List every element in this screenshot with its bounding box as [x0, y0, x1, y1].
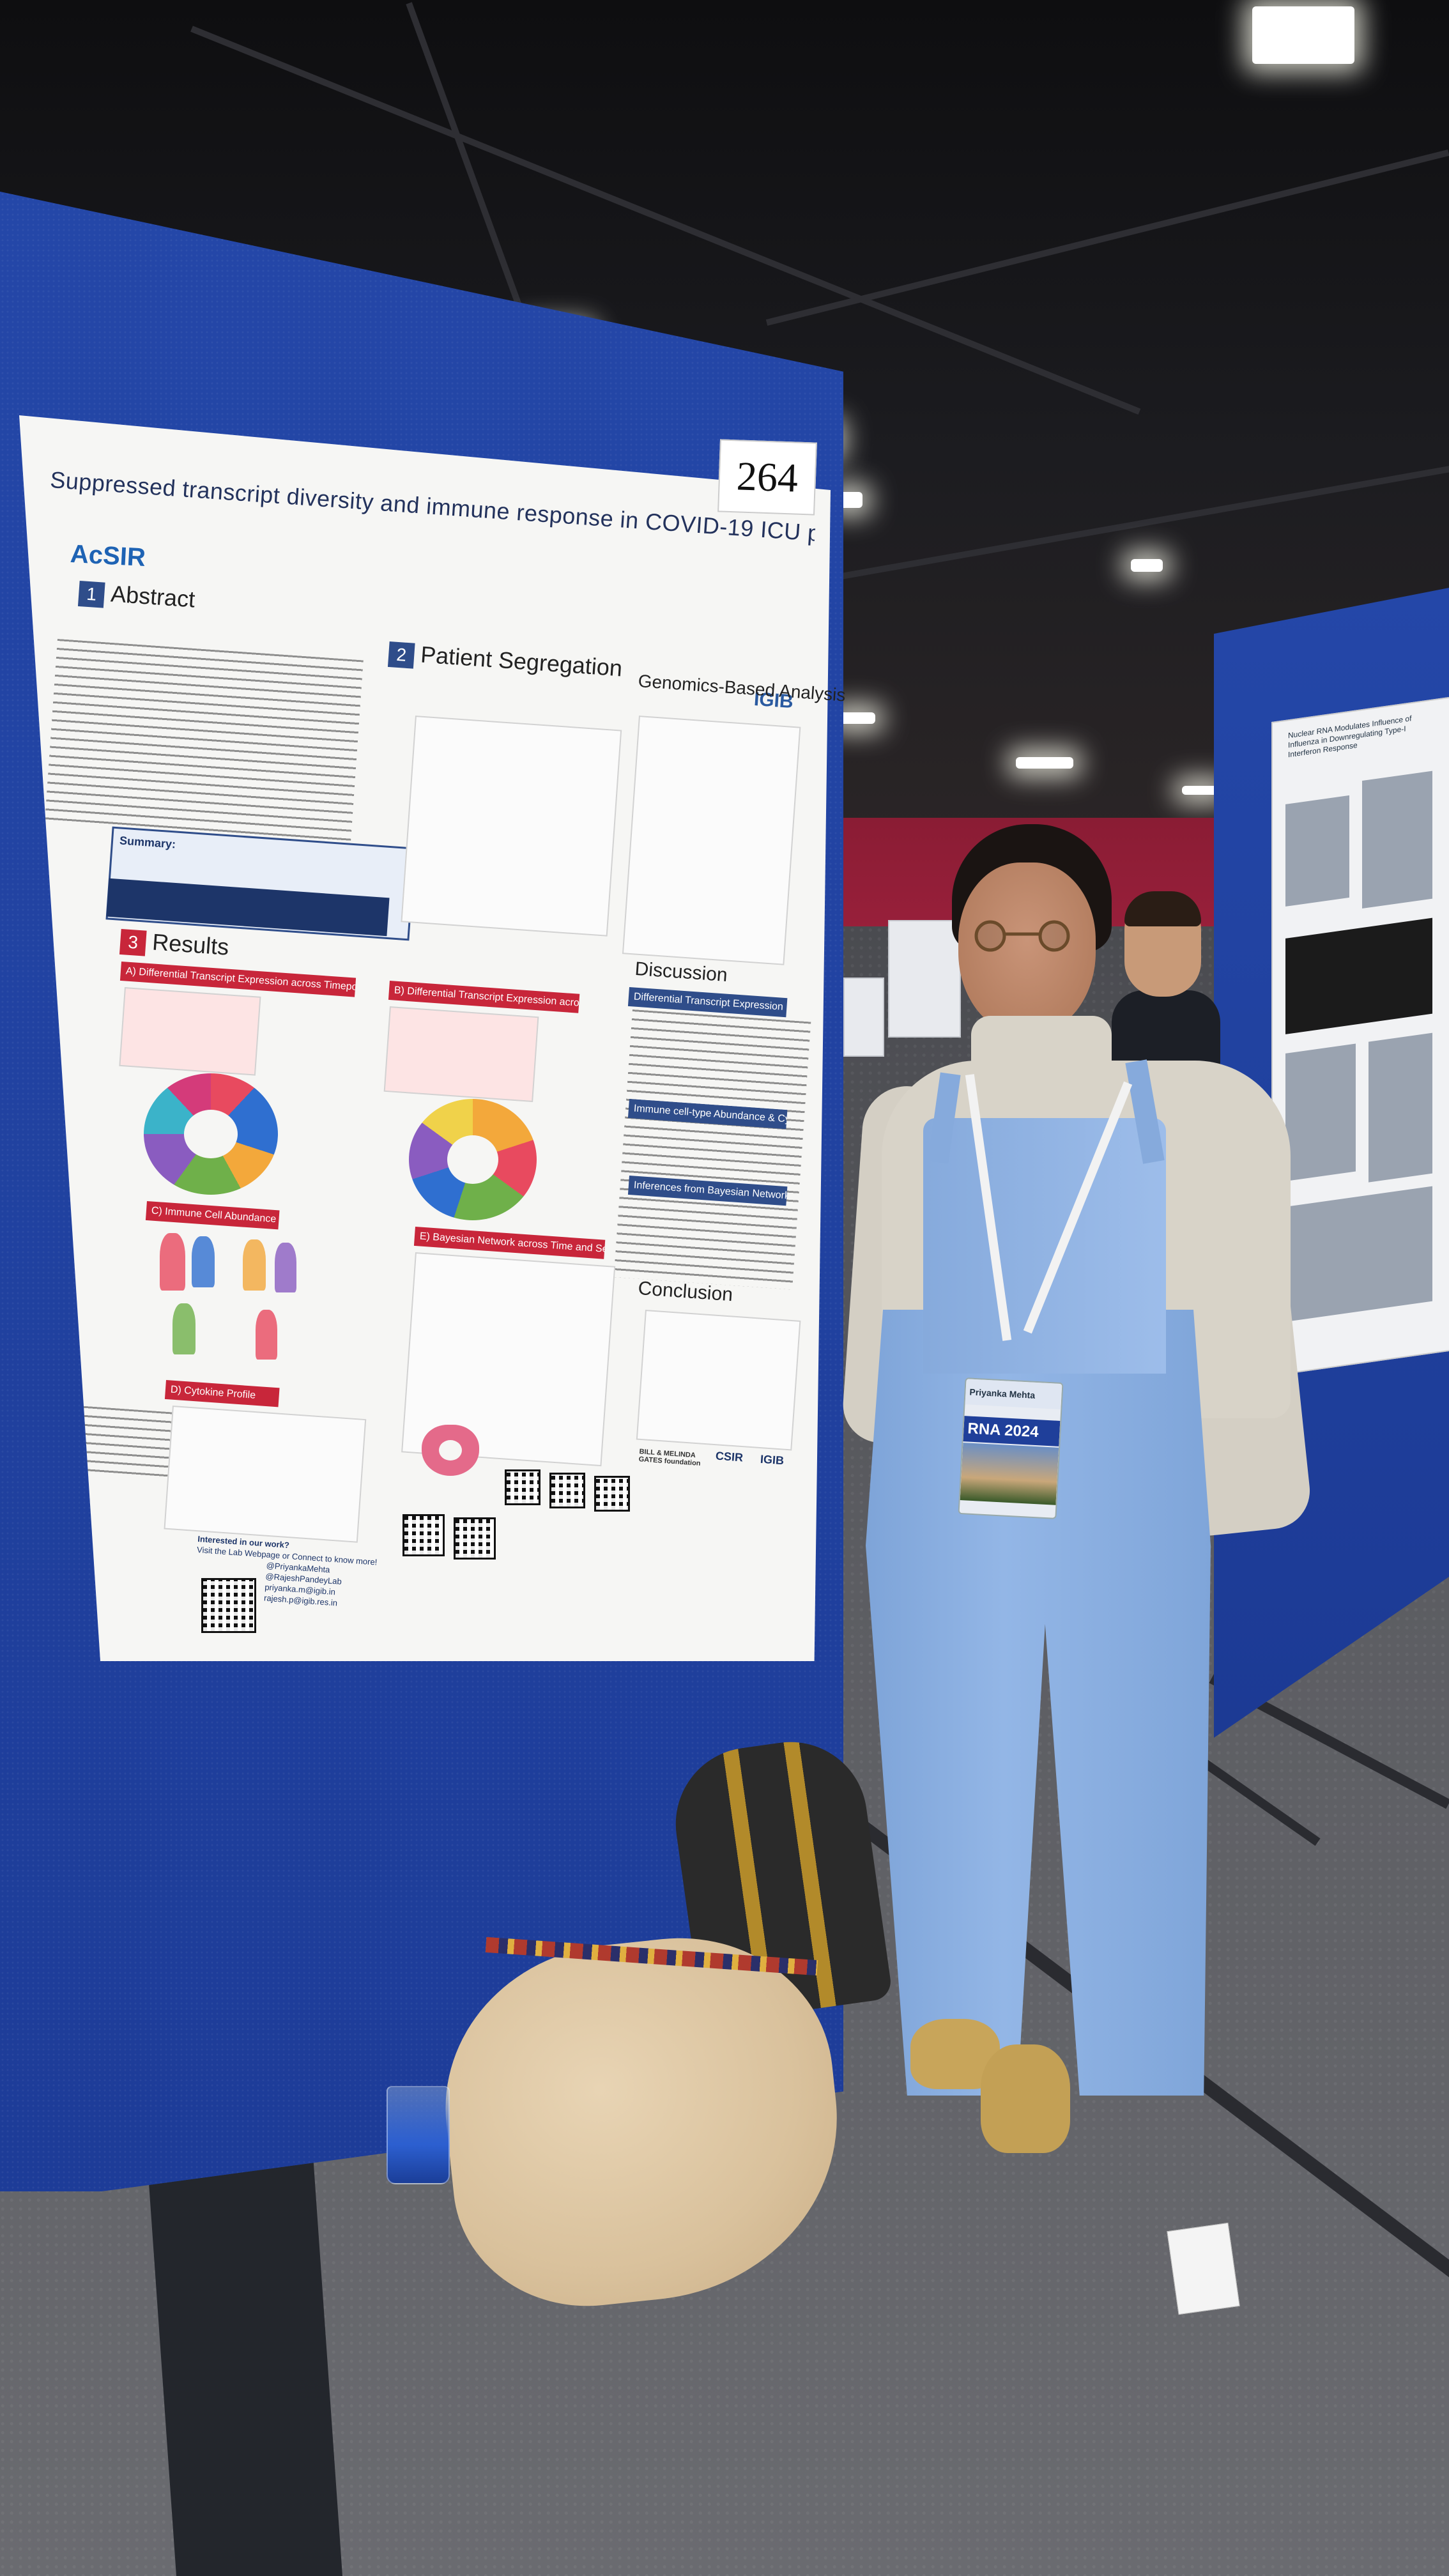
right-poster-figure [1368, 1032, 1432, 1183]
poster-number-card: 264 [717, 439, 817, 516]
presenter-shoe-right [981, 2044, 1070, 2153]
violin-plot [192, 1236, 215, 1287]
presenter-face [958, 862, 1096, 1035]
ceiling-beam [765, 150, 1449, 326]
background-poster [843, 977, 884, 1057]
background-poster [888, 920, 961, 1038]
patient-segregation-figure [401, 716, 622, 937]
right-poster-figure [1285, 795, 1349, 907]
right-poster: Nuclear RNA Modulates Influence of Influ… [1271, 696, 1449, 1376]
dte-severity-table [383, 1006, 539, 1102]
violin-plot [256, 1310, 277, 1360]
violin-plot [172, 1303, 195, 1354]
donut-chart-severity [409, 1099, 537, 1220]
igib-footer-logo: IGIB [760, 1452, 785, 1468]
ceiling-light [1182, 786, 1220, 795]
donut-chart-timepoint [144, 1073, 278, 1195]
badge-event: RNA 2024 [967, 1420, 1039, 1441]
discussion-text [613, 1009, 811, 1290]
badge-photo-band [960, 1443, 1059, 1505]
right-poster-figure [1285, 1043, 1356, 1181]
floor-card [1167, 2222, 1240, 2315]
ceiling-light [1016, 757, 1073, 769]
poster-qr-code[interactable] [454, 1517, 496, 1560]
right-poster-figure [1362, 770, 1432, 909]
right-poster-figure [1285, 917, 1432, 1034]
name-badge: Priyanka Mehta RNA 2024 [958, 1377, 1064, 1519]
genomics-workflow-figure [622, 716, 801, 965]
right-poster-title: Nuclear RNA Modulates Influence of Influ… [1288, 714, 1412, 760]
acsir-logo: AcSIR [69, 539, 146, 572]
poster-qr-code[interactable] [505, 1469, 540, 1505]
poster-qr-code[interactable] [594, 1476, 630, 1512]
background-person-right-hair [1124, 891, 1201, 926]
summary-label: Summary: [119, 834, 176, 851]
ceiling-light [837, 712, 875, 724]
water-glass [387, 2086, 450, 2184]
cytokine-figure [164, 1406, 367, 1543]
ceiling-light [1131, 559, 1163, 572]
lab-qr-code[interactable] [201, 1578, 256, 1633]
abstract-text [44, 639, 364, 845]
violin-plot [243, 1239, 266, 1291]
presenter-overalls-bib [923, 1118, 1166, 1374]
ceiling-light [1252, 6, 1354, 64]
poster-qr-code[interactable] [402, 1514, 445, 1556]
conclusion-figure [636, 1310, 801, 1451]
csir-logo: CSIR [715, 1449, 744, 1464]
glasses-icon [958, 920, 1092, 952]
violin-plot [160, 1233, 185, 1291]
network-heart-graphic [422, 1425, 479, 1476]
right-poster-figure [1285, 1186, 1432, 1322]
poster-qr-code[interactable] [549, 1473, 585, 1508]
violin-plot [275, 1243, 296, 1292]
dte-table [119, 987, 261, 1076]
